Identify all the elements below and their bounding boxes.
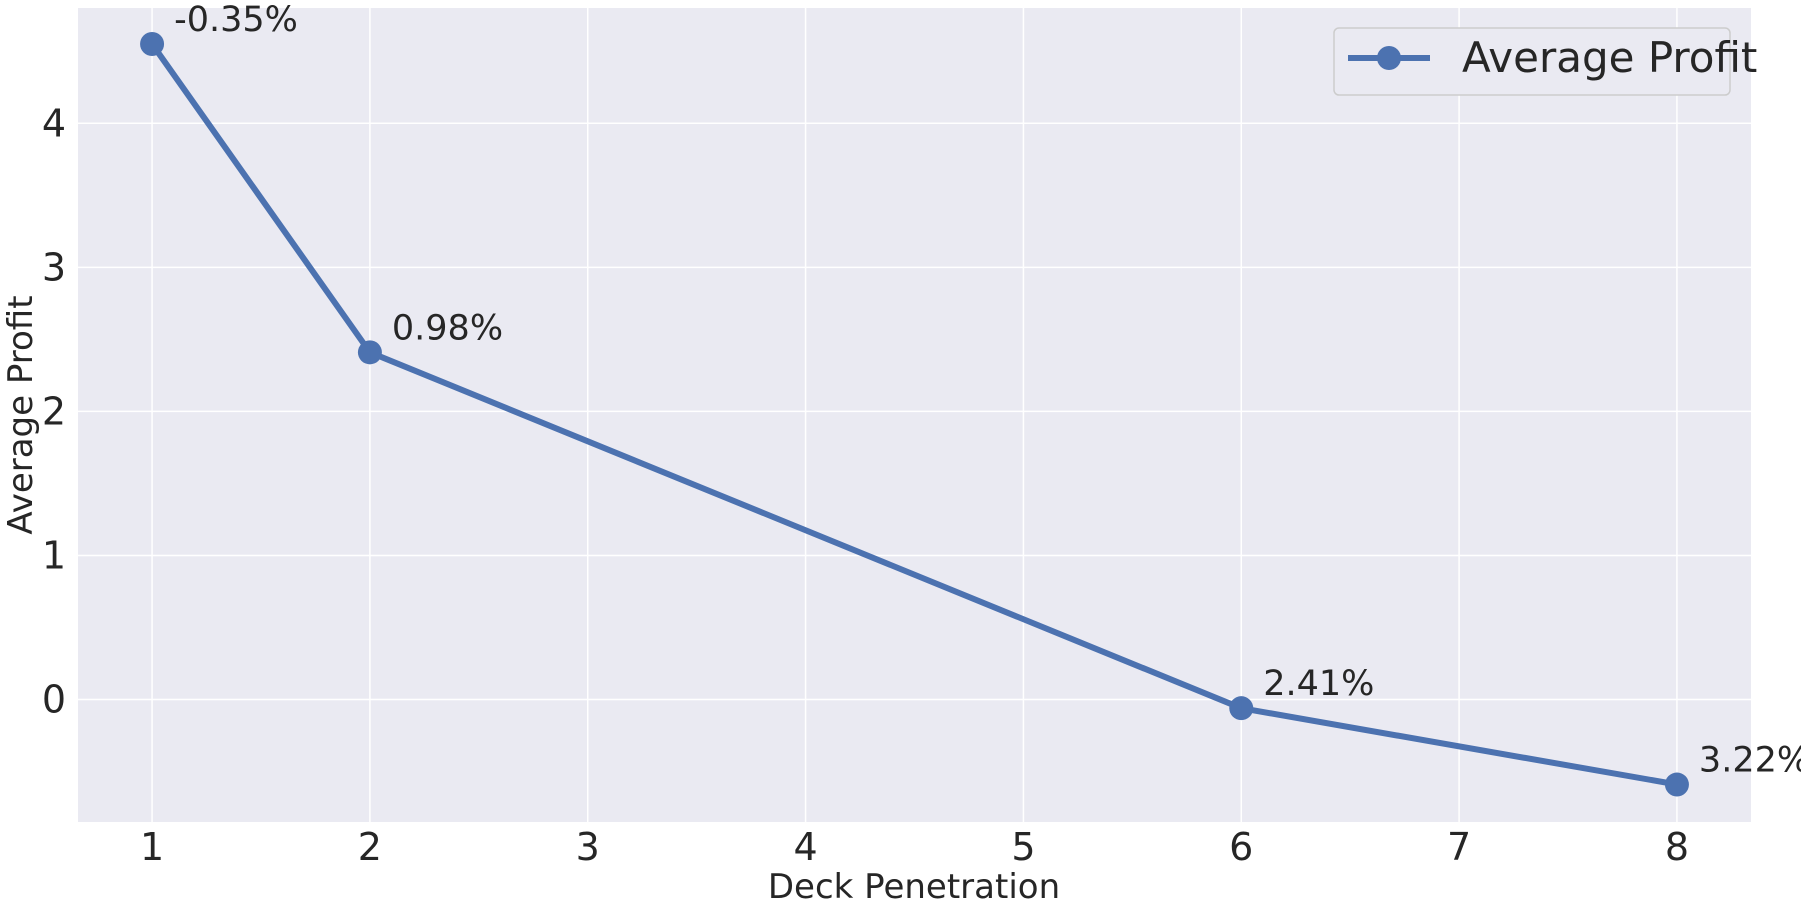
x-tick-label: 2: [358, 825, 382, 869]
data-point: [140, 32, 165, 57]
x-tick-label: 8: [1665, 825, 1689, 869]
x-tick-label: 6: [1229, 825, 1253, 869]
x-tick-label: 1: [140, 825, 164, 869]
data-label: -0.35%: [174, 0, 298, 40]
x-axis-label: Deck Penetration: [768, 867, 1060, 907]
y-tick-label: 2: [42, 389, 66, 433]
y-tick-label: 1: [42, 533, 66, 577]
x-tick-label: 5: [1011, 825, 1035, 869]
series-layer: -0.35% 0.98% 2.41% 3.22%: [140, 0, 1801, 797]
data-point: [357, 340, 382, 365]
data-label: 0.98%: [392, 308, 503, 348]
legend-frame: [1333, 27, 1731, 96]
data-point: [1664, 772, 1689, 797]
grid-lines: [78, 8, 1751, 822]
data-label: 3.22%: [1699, 741, 1801, 781]
y-axis-label: Average Profit: [1, 295, 41, 534]
data-label: 2.41%: [1263, 664, 1374, 704]
y-tick-label: 0: [42, 678, 66, 722]
y-tick-label: 4: [42, 101, 66, 145]
series-line: [149, 42, 1678, 788]
legend-entry-label: Average Profit: [1462, 33, 1757, 82]
x-tick-label: 4: [793, 825, 817, 869]
tick-labels: 1 2 3 4 5 6 7 8 0 1 2 3 4: [42, 101, 1689, 869]
x-tick-label: 7: [1447, 825, 1471, 869]
data-point: [1229, 696, 1254, 721]
x-tick-label: 3: [576, 825, 600, 869]
legend-marker-swatch: [1377, 46, 1401, 70]
y-tick-label: 3: [42, 245, 66, 289]
plot-background: [78, 8, 1751, 822]
legend: Average Profit: [1333, 27, 1757, 96]
